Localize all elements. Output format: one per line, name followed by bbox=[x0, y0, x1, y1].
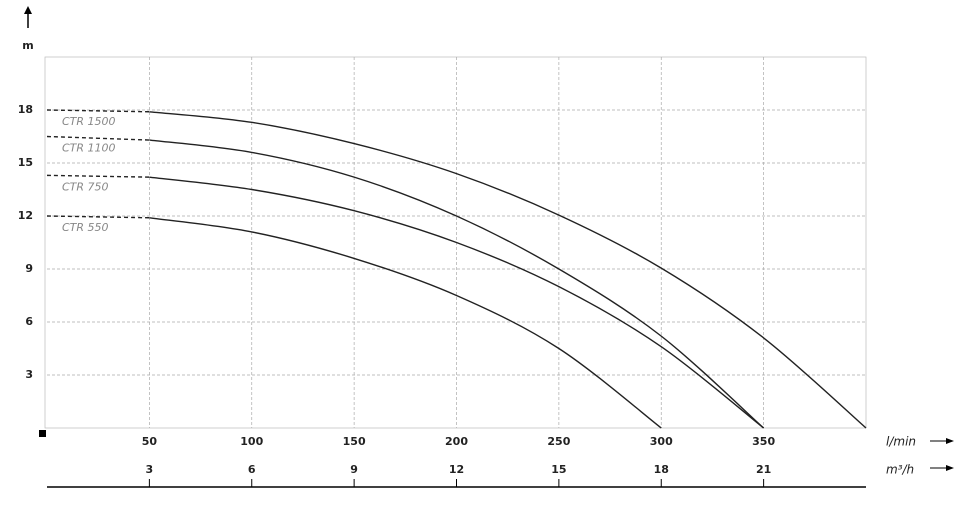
y-tick-label: 9 bbox=[25, 262, 33, 275]
x-tick-label: 150 bbox=[343, 435, 366, 448]
y-tick-label: 3 bbox=[25, 368, 33, 381]
x-tick-label: 350 bbox=[752, 435, 775, 448]
x2-axis-label: m³/h bbox=[886, 463, 914, 477]
curve bbox=[149, 176, 765, 429]
curve bbox=[149, 111, 867, 429]
x2-arrow-head bbox=[946, 465, 954, 471]
y-tick-label: 12 bbox=[18, 209, 33, 222]
y-tick-label: 15 bbox=[18, 156, 33, 169]
x2-tick-label: 3 bbox=[146, 463, 154, 476]
curve-dashed bbox=[46, 174, 150, 178]
x2-tick-label: 12 bbox=[449, 463, 464, 476]
curve bbox=[149, 139, 765, 429]
x-tick-label: 200 bbox=[445, 435, 468, 448]
curve bbox=[149, 217, 662, 429]
x2-tick-label: 15 bbox=[551, 463, 566, 476]
origin-marker bbox=[39, 430, 46, 437]
y-arrow-head bbox=[24, 6, 32, 14]
x-tick-label: 100 bbox=[240, 435, 263, 448]
x2-tick-label: 6 bbox=[248, 463, 256, 476]
curve-dashed bbox=[46, 109, 150, 113]
y-axis-label: m bbox=[22, 39, 33, 52]
series-label: CTR 1500 bbox=[62, 115, 116, 128]
x-tick-label: 50 bbox=[142, 435, 158, 448]
x-axis-label: l/min bbox=[886, 435, 916, 449]
x2-tick-label: 9 bbox=[350, 463, 358, 476]
plot-frame bbox=[44, 56, 867, 429]
x-tick-label: 300 bbox=[650, 435, 673, 448]
curve-dashed bbox=[46, 215, 150, 219]
x2-tick-label: 18 bbox=[654, 463, 669, 476]
x-tick-label: 250 bbox=[547, 435, 570, 448]
y-tick-label: 18 bbox=[18, 103, 33, 116]
series-label: CTR 750 bbox=[62, 180, 109, 193]
curve-dashed bbox=[46, 135, 150, 141]
y-tick-label: 6 bbox=[25, 315, 33, 328]
x2-tick-label: 21 bbox=[756, 463, 771, 476]
series-label: CTR 550 bbox=[62, 221, 109, 234]
series-label: CTR 1100 bbox=[62, 142, 116, 155]
x-arrow-head bbox=[946, 438, 954, 444]
